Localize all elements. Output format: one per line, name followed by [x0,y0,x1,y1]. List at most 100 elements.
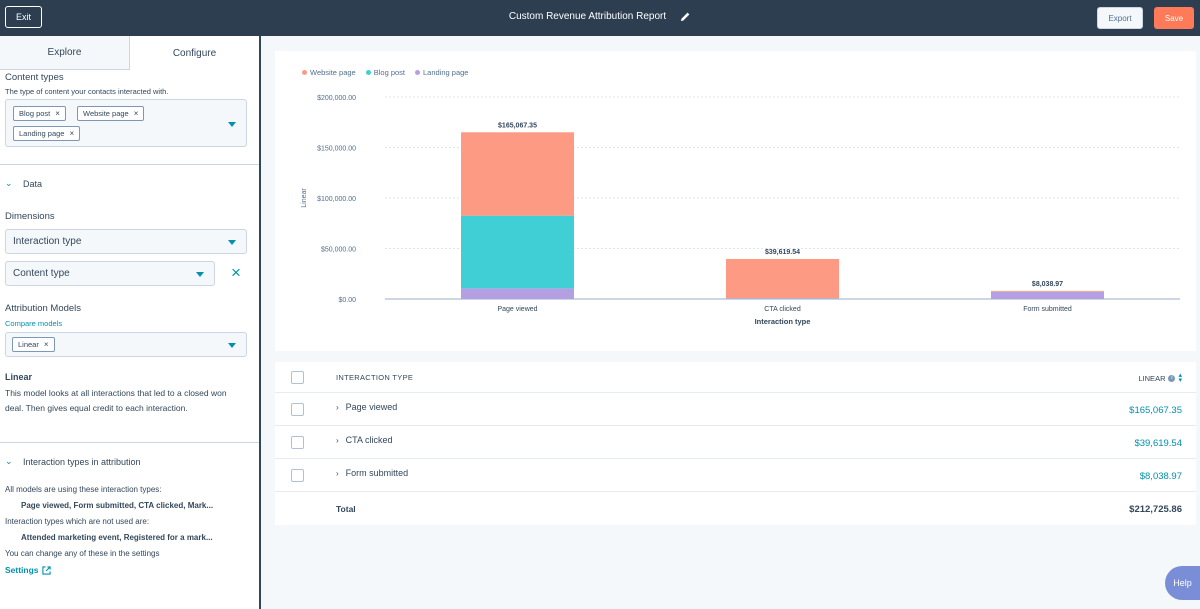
y-tick-label: $100,000.00 [317,196,356,203]
chevron-right-icon: › [336,435,339,445]
x-axis-label: Interaction type [755,317,811,326]
unused-interaction-types: Attended marketing event, Registered for… [21,533,213,542]
legend-label: Blog post [373,68,406,77]
model-name: Linear [5,372,33,382]
tag-landing-page: Landing page × [13,126,81,141]
table-total-row: Total $212,725.86 [275,492,1196,525]
y-tick-label: $50,000.00 [321,247,356,254]
row-expand[interactable]: › Page viewed [336,402,397,412]
y-tick-label: $0.00 [338,297,356,304]
table-header: INTERACTION TYPE LINEAR i ▴ ▾ [275,362,1196,393]
config-sidebar: Explore Configure Content types The type… [0,36,261,609]
bar-segment [991,290,1104,292]
data-section-toggle[interactable]: ⌄ Data [5,178,42,189]
save-button[interactable]: Save [1154,7,1194,29]
tag-label: Linear [18,340,39,349]
column-header-linear[interactable]: LINEAR i ▴ ▾ [1138,372,1182,384]
content-types-label: Content types [5,72,64,83]
legend-swatch [365,70,371,75]
row-value[interactable]: $39,619.54 [1134,438,1182,449]
chevron-down-icon[interactable] [228,122,236,127]
chart-legend: Website page Blog post Landing page [302,68,468,77]
chevron-down-icon [196,272,204,277]
interaction-types-label: Interaction types in attribution [23,456,141,467]
tag-website-page: Website page × [77,106,145,121]
interaction-types-toggle[interactable]: ⌄ Interaction types in attribution [5,456,141,467]
bar-segment [461,132,574,216]
table-row: › Page viewed $165,067.35 [275,393,1196,426]
chevron-down-icon [228,240,236,245]
tag-linear: Linear × [12,337,55,352]
tab-configure[interactable]: Configure [130,36,259,70]
row-label: CTA clicked [345,435,393,445]
content-types-select[interactable]: Blog post × Website page × Landing page … [5,99,247,147]
column-header-label: LINEAR [1138,373,1166,383]
column-header-interaction-type: INTERACTION TYPE [336,373,414,382]
chevron-down-icon: ⌄ [5,178,13,188]
exit-button[interactable]: Exit [5,6,42,28]
row-checkbox[interactable] [291,469,304,482]
compare-models-link[interactable]: Compare models [5,319,63,328]
row-value[interactable]: $165,067.35 [1129,405,1182,416]
info-icon[interactable]: i [1168,374,1176,382]
remove-tag-icon[interactable]: × [133,109,139,118]
row-expand[interactable]: › CTA clicked [336,435,393,445]
remove-tag-icon[interactable]: × [55,109,60,118]
chevron-down-icon [228,343,236,348]
pencil-icon[interactable] [680,11,691,22]
row-value[interactable]: $8,038.97 [1139,471,1182,482]
bar-segment [461,215,574,289]
bar-segment [726,258,839,299]
remove-tag-icon[interactable]: × [69,129,75,138]
model-description: This model looks at all interactions tha… [5,388,227,413]
sidebar-tabs: Explore Configure [0,36,259,70]
divider [0,442,259,443]
y-tick-label: $150,000.00 [317,146,356,153]
select-all-checkbox[interactable] [291,371,304,384]
tag-label: Blog post [19,109,51,118]
row-label: Page viewed [345,402,398,412]
top-bar: Exit Custom Revenue Attribution Report E… [0,0,1200,36]
bar-segment [991,291,1104,299]
attribution-model-select[interactable]: Linear × [5,332,247,357]
settings-link-label: Settings [5,565,39,575]
row-checkbox[interactable] [291,436,304,449]
content-types-help: The type of content your contacts intera… [5,87,169,96]
legend-item[interactable]: Landing page [415,68,468,77]
data-section-label: Data [23,178,43,189]
sort-icon[interactable]: ▴ ▾ [1178,372,1182,384]
bar-total-label: $39,619.54 [765,249,800,256]
legend-item[interactable]: Website page [302,68,356,77]
row-expand[interactable]: › Form submitted [336,468,408,478]
bar-segment [461,288,574,299]
export-button[interactable]: Export [1097,7,1143,29]
interaction-types-line1: All models are using these interaction t… [5,485,162,494]
bar-total-label: $165,067.35 [498,122,537,129]
legend-swatch [302,70,307,75]
dimension-select-primary[interactable]: Interaction type [5,229,247,254]
legend-item[interactable]: Blog post [365,68,406,77]
settings-link[interactable]: Settings [5,565,51,575]
dimension-select-secondary[interactable]: Content type [5,261,215,286]
remove-dimension-icon[interactable]: × [231,263,241,282]
y-axis-label: Linear [301,188,308,208]
table-row: › CTA clicked $39,619.54 [275,426,1196,459]
total-value: $212,725.86 [1129,504,1182,515]
x-tick-label: Form submitted [1023,306,1072,313]
table-row: › Form submitted $8,038.97 [275,459,1196,492]
tag-label: Landing page [19,129,65,138]
dimension-select-value: Content type [13,268,70,279]
dimension-select-value: Interaction type [13,236,82,247]
row-checkbox[interactable] [291,403,304,416]
divider [0,164,259,165]
x-tick-label: CTA clicked [764,306,801,313]
revenue-bar-chart: $0.00 $50,000.00 $100,000.00 $150,000.00 $20… [301,95,1180,326]
tab-explore[interactable]: Explore [0,36,130,70]
results-table: INTERACTION TYPE LINEAR i ▴ ▾ › Page view… [275,362,1196,525]
remove-tag-icon[interactable]: × [43,340,49,349]
help-button[interactable]: Help [1165,566,1200,600]
tag-label: Website page [83,109,129,118]
used-interaction-types: Page viewed, Form submitted, CTA clicked… [21,501,214,510]
external-link-icon [41,565,51,575]
legend-label: Landing page [423,68,469,77]
